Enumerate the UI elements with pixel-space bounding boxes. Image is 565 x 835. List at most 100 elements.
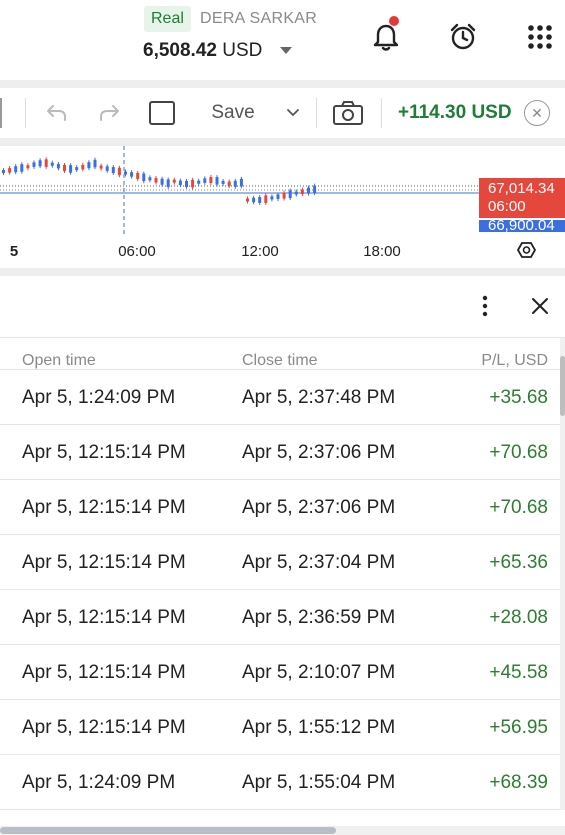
current-price-label: 67,014.34 06:00 bbox=[479, 178, 565, 218]
undo-icon[interactable] bbox=[42, 88, 72, 138]
x-tick-label: 5 bbox=[10, 243, 18, 260]
table-row[interactable]: Apr 5, 12:15:14 PM Apr 5, 2:37:04 PM +65.3… bbox=[0, 535, 560, 590]
current-price-time: 06:00 bbox=[488, 198, 526, 215]
secondary-price-label: 66,900.04 bbox=[479, 220, 565, 232]
checkbox-icon[interactable] bbox=[146, 88, 178, 138]
x-tick-label: 18:00 bbox=[363, 243, 401, 260]
balance-currency: USD bbox=[222, 40, 263, 61]
pl-cell: +28.08 bbox=[489, 607, 548, 628]
candle bbox=[130, 172, 134, 177]
candle bbox=[75, 167, 79, 171]
open-time-cell: Apr 5, 1:24:09 PM bbox=[22, 772, 176, 793]
table-row[interactable]: Apr 5, 12:15:14 PM Apr 5, 2:36:59 PM +28.0… bbox=[0, 590, 560, 645]
caret-down-icon[interactable] bbox=[280, 47, 292, 54]
camera-icon[interactable] bbox=[330, 88, 366, 138]
notification-dot bbox=[389, 16, 399, 26]
alarm-clock-icon[interactable] bbox=[446, 20, 480, 54]
candle bbox=[105, 166, 109, 171]
table-row[interactable]: Apr 5, 12:15:14 PM Apr 5, 1:55:12 PM +56.9… bbox=[0, 700, 560, 755]
separator-band bbox=[0, 268, 565, 276]
horizontal-scrollbar[interactable] bbox=[0, 826, 565, 835]
separator-band bbox=[0, 138, 565, 146]
more-options-icon[interactable] bbox=[476, 294, 494, 318]
candle bbox=[38, 160, 42, 167]
separator-band bbox=[0, 80, 565, 88]
candle bbox=[294, 191, 298, 195]
horizontal-scrollbar-thumb[interactable] bbox=[0, 827, 336, 834]
candle bbox=[2, 170, 5, 174]
open-time-cell: Apr 5, 12:15:14 PM bbox=[22, 442, 186, 463]
save-button[interactable]: Save bbox=[205, 88, 261, 138]
close-all-button[interactable]: ✕ bbox=[524, 88, 550, 138]
account-balance[interactable]: 6,508.42 USD bbox=[143, 40, 262, 62]
chevron-down-icon[interactable] bbox=[282, 88, 304, 138]
current-price-value: 67,014.34 bbox=[488, 180, 555, 197]
candle bbox=[252, 197, 256, 203]
open-time-cell: Apr 5, 12:15:14 PM bbox=[22, 552, 186, 573]
candle bbox=[154, 178, 158, 183]
apps-grid-icon[interactable] bbox=[523, 20, 557, 54]
open-time-cell: Apr 5, 12:15:14 PM bbox=[22, 497, 186, 518]
candle bbox=[87, 162, 91, 169]
x-tick-label: 06:00 bbox=[118, 243, 156, 260]
candle bbox=[288, 190, 292, 199]
close-time-cell: Apr 5, 1:55:12 PM bbox=[242, 717, 396, 738]
candle bbox=[63, 164, 66, 171]
vertical-scrollbar-thumb[interactable] bbox=[560, 356, 565, 416]
chart-settings-icon[interactable] bbox=[516, 242, 537, 258]
candle bbox=[313, 185, 317, 194]
vertical-scrollbar[interactable] bbox=[560, 338, 565, 810]
close-icon: ✕ bbox=[524, 100, 550, 126]
candle bbox=[81, 164, 85, 170]
account-type-badge[interactable]: Real bbox=[144, 6, 191, 32]
candle bbox=[99, 165, 103, 169]
candle bbox=[166, 179, 170, 187]
candle bbox=[20, 164, 24, 172]
candle bbox=[307, 187, 310, 194]
candle bbox=[117, 167, 121, 176]
table-row[interactable]: Apr 5, 1:24:09 PM Apr 5, 1:55:04 PM +68.39 bbox=[0, 755, 560, 810]
open-time-cell: Apr 5, 12:15:14 PM bbox=[22, 717, 186, 738]
bell-icon[interactable] bbox=[369, 16, 403, 54]
candle bbox=[26, 165, 30, 169]
candle bbox=[8, 168, 12, 173]
open-time-cell: Apr 5, 12:15:14 PM bbox=[22, 607, 186, 628]
pl-cell: +65.36 bbox=[489, 552, 548, 573]
table-row[interactable]: Apr 5, 12:15:14 PM Apr 5, 2:10:07 PM +45.5… bbox=[0, 645, 560, 700]
pl-cell: +70.68 bbox=[489, 497, 548, 518]
save-label: Save bbox=[211, 102, 255, 123]
candle bbox=[69, 165, 73, 173]
top-header: Real DERA SARKAR 6,508.42 USD bbox=[0, 0, 565, 80]
column-header-open-time[interactable]: Open time bbox=[22, 352, 96, 369]
close-time-cell: Apr 5, 2:10:07 PM bbox=[242, 662, 396, 683]
close-time-cell: Apr 5, 2:36:59 PM bbox=[242, 607, 396, 628]
table-row[interactable]: Apr 5, 12:15:14 PM Apr 5, 2:37:06 PM +70.6… bbox=[0, 425, 560, 480]
candle bbox=[215, 177, 219, 185]
table-row[interactable]: Apr 5, 12:15:14 PM Apr 5, 2:37:06 PM +70.6… bbox=[0, 480, 560, 535]
candle bbox=[227, 181, 231, 187]
table-row[interactable]: Apr 5, 1:24:09 PM Apr 5, 2:37:48 PM +35.68 bbox=[0, 370, 560, 425]
candle bbox=[246, 198, 249, 202]
candle bbox=[264, 195, 268, 203]
candle bbox=[56, 163, 60, 169]
header-divider bbox=[0, 369, 560, 370]
candle bbox=[111, 167, 115, 174]
close-panel-icon[interactable] bbox=[530, 296, 550, 316]
open-time-cell: Apr 5, 1:24:09 PM bbox=[22, 387, 176, 408]
toolbar-divider bbox=[381, 98, 382, 128]
candlestick-chart[interactable]: 5 06:00 12:00 18:00 bbox=[0, 146, 565, 268]
candle bbox=[270, 196, 274, 200]
candle bbox=[50, 162, 54, 166]
panel-header bbox=[0, 276, 565, 338]
redo-icon[interactable] bbox=[94, 88, 124, 138]
candle bbox=[239, 178, 243, 187]
balance-amount: 6,508.42 bbox=[143, 40, 217, 61]
account-name[interactable]: DERA SARKAR bbox=[200, 10, 318, 27]
price-chart[interactable]: 5 06:00 12:00 18:00 bbox=[0, 146, 565, 268]
candle bbox=[172, 179, 176, 183]
column-header-pl[interactable]: P/L, USD bbox=[481, 352, 548, 369]
pl-cell: +68.39 bbox=[489, 772, 548, 793]
close-time-cell: Apr 5, 1:55:04 PM bbox=[242, 772, 396, 793]
candle bbox=[142, 173, 146, 182]
column-header-close-time[interactable]: Close time bbox=[242, 352, 318, 369]
